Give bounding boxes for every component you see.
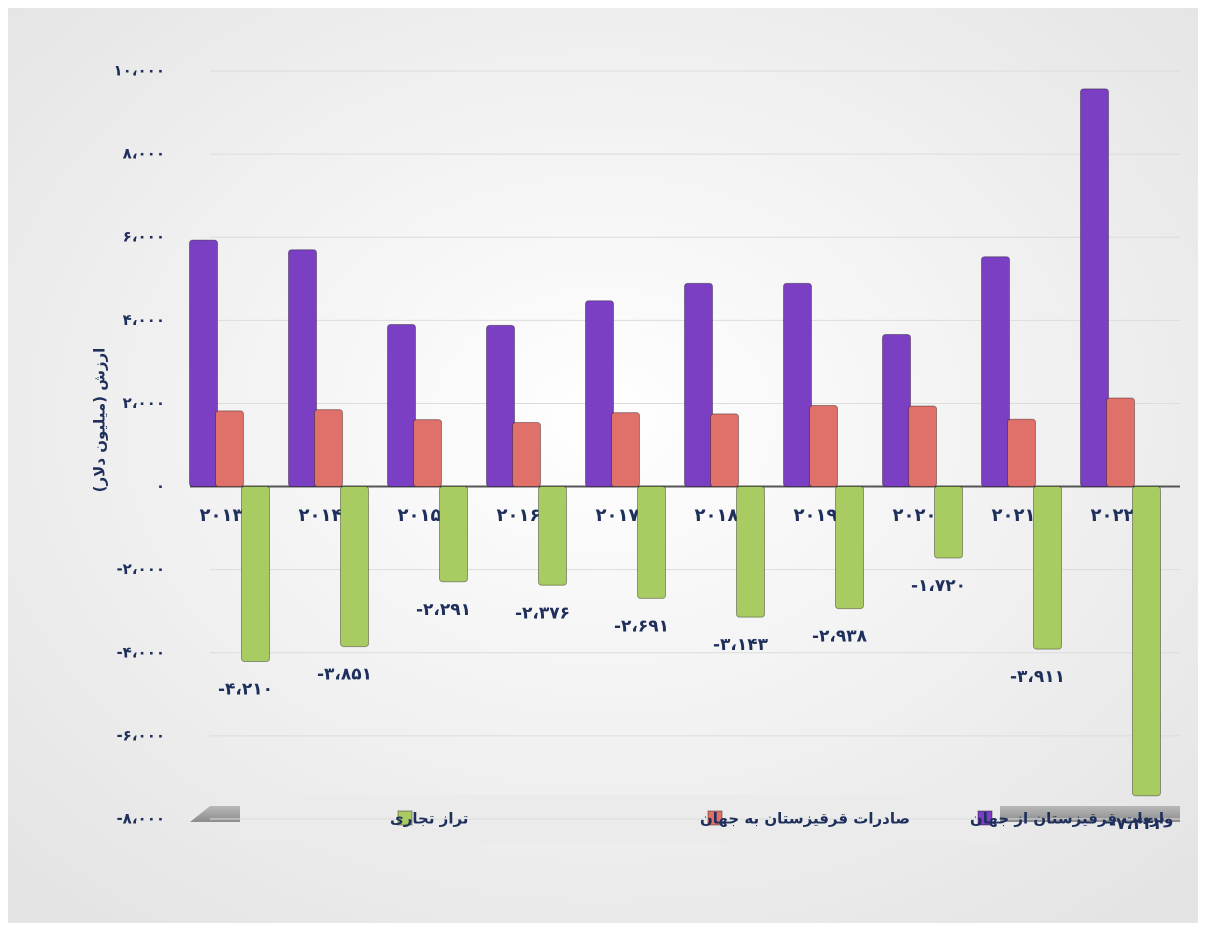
x-tick-label: ۲۰۱۴: [299, 505, 343, 526]
bar: [882, 333, 911, 488]
bar: [783, 282, 812, 488]
data-label: -۲،۶۹۱: [614, 616, 669, 636]
bar: [1007, 418, 1036, 488]
bar: [981, 256, 1010, 488]
y-axis-label: ارزش (میلیون دلار): [91, 348, 109, 493]
x-tick-label: ۲۰۱۳: [200, 505, 244, 526]
legend-label: واردات قرقیزستان از جهان: [970, 810, 1173, 828]
legend-swatch: [977, 810, 993, 826]
bar: [710, 413, 739, 488]
data-label: -۱،۷۲۰: [911, 576, 966, 596]
bar: [241, 486, 270, 663]
data-label: -۴،۲۱۰: [218, 680, 273, 700]
y-tick-label: -۶،۰۰۰: [116, 726, 165, 744]
bar: [215, 410, 244, 488]
plot: -۸،۰۰۰ -۶،۰۰۰ -۴،۰۰۰ -۲،۰۰۰ ۰ ۲،۰۰۰ ۴،۰۰۰ ۶،۰۰۰…: [114, 62, 1180, 834]
y-tick-label: -۸،۰۰۰: [116, 810, 165, 828]
data-label: -۷،۴۴۲: [1109, 814, 1165, 834]
legend-swatch: [707, 810, 723, 826]
bar: [684, 282, 713, 488]
data-label: -۲،۹۳۸: [812, 627, 868, 647]
bar: [736, 486, 765, 618]
x-tick-label: ۲۰۲۲: [1091, 505, 1135, 526]
bar: [439, 486, 468, 583]
x-tick-label: ۲۰۱۸: [695, 505, 739, 526]
data-label: -۲،۲۹۱: [416, 600, 471, 620]
bar: [809, 405, 838, 488]
bar: [387, 323, 416, 488]
legend-label: صادرات قرقیزستان به جهان: [700, 810, 910, 828]
bar: [1106, 397, 1135, 488]
x-tick-label: ۲۰۱۹: [794, 505, 838, 526]
bar: [934, 486, 963, 559]
y-tick-label: ۸،۰۰۰: [123, 145, 165, 163]
data-label: -۳،۹۱۱: [1010, 667, 1065, 687]
data-label: -۳،۱۴۳: [713, 635, 769, 655]
bar: [1132, 486, 1161, 797]
y-tick-label: ۰: [156, 477, 165, 495]
bar: [585, 300, 614, 488]
y-tick-label: -۲،۰۰۰: [116, 560, 165, 578]
y-tick-label: ۱۰،۰۰۰: [114, 62, 165, 80]
data-label: -۲،۳۷۶: [515, 603, 570, 623]
y-tick-label: ۶،۰۰۰: [123, 228, 165, 246]
x-tick-label: ۲۰۲۰: [893, 505, 937, 526]
x-tick-label: ۲۰۲۱: [992, 505, 1036, 526]
bar: [512, 422, 541, 488]
bar: [486, 324, 515, 488]
bar: [637, 486, 666, 599]
bar: [611, 412, 640, 488]
legend-swatch: [397, 810, 413, 826]
bar: [314, 409, 343, 488]
x-tick-label: ۲۰۱۷: [596, 505, 640, 526]
data-label: -۳،۸۵۱: [317, 665, 372, 685]
bar: [340, 486, 369, 648]
bar: [288, 249, 317, 488]
y-tick-label: ۲،۰۰۰: [123, 394, 165, 412]
bar: [1080, 88, 1109, 488]
bar: [835, 486, 864, 610]
y-tick-label: ۴،۰۰۰: [123, 311, 165, 329]
x-tick-label: ۲۰۱۵: [398, 505, 442, 526]
bar: [908, 405, 937, 488]
bar: [189, 239, 218, 488]
x-tick-label: ۲۰۱۶: [497, 505, 541, 526]
y-tick-label: -۴،۰۰۰: [116, 643, 165, 661]
bar: [1033, 486, 1062, 650]
bar: [538, 486, 567, 586]
legend-label: تراز تجاری: [390, 810, 468, 828]
bar: [413, 419, 442, 488]
